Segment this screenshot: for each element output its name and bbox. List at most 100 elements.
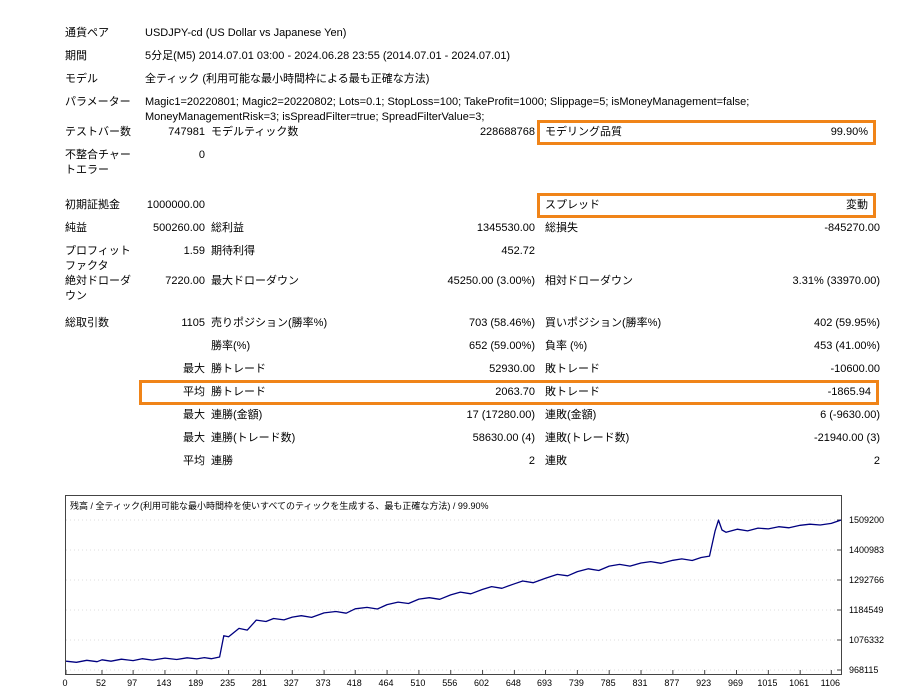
x-axis-tick-label: 693	[537, 678, 553, 688]
report-cell: 1345530.00	[476, 222, 535, 234]
report-cell: 228688768	[479, 126, 535, 138]
balance-plot: 残高 / 全ティック(利用可能な最小時間枠を使いすべてのティックを生成する、最も…	[65, 495, 842, 675]
report-cell: 最大	[183, 363, 205, 375]
report-cell: 負率 (%)	[545, 340, 588, 352]
report-cell: 全ティック (利用可能な最小時間枠による最も正確な方法)	[145, 73, 430, 85]
report-row: 最大 勝トレード 52930.00 敗トレード -10600.00	[65, 362, 903, 385]
report-row: 平均 連勝 2 連敗 2	[65, 454, 903, 477]
report-cell: 7220.00	[165, 275, 205, 287]
report-cell: 453 (41.00%)	[813, 340, 880, 352]
x-axis-tick-label: 327	[283, 678, 299, 688]
report-cell: 402 (59.95%)	[813, 317, 880, 329]
report-cell: 最大ドローダウン	[211, 275, 299, 287]
report-cell: 絶対ドローダウン	[65, 275, 131, 302]
report-cell: 500260.00	[153, 222, 205, 234]
report-cell: 初期証拠金	[65, 199, 120, 211]
x-axis-tick-label: 143	[156, 678, 172, 688]
report-cell: 1000000.00	[146, 199, 205, 211]
report-cell: 連勝(金額)	[211, 409, 263, 421]
x-axis-tick-label: 510	[410, 678, 426, 688]
report-cell: 1.59	[183, 245, 205, 257]
report-row: プロフィットファクタ 1.59 期待利得 452.72	[65, 244, 903, 274]
report-cell: モデル	[65, 73, 98, 85]
report-cell: 連敗(金額)	[545, 409, 597, 421]
x-axis-tick-label: 418	[346, 678, 362, 688]
report-cell: 連敗(トレード数)	[545, 432, 630, 444]
report-cell: 45250.00 (3.00%)	[447, 275, 535, 287]
report-cell: 452.72	[501, 245, 535, 257]
x-axis-tick-label: 1015	[757, 678, 778, 688]
x-axis-tick-label: 189	[188, 678, 204, 688]
report-cell: 総損失	[545, 222, 578, 234]
report-cell: 勝トレード	[211, 386, 266, 398]
report-cell: 買いポジション(勝率%)	[545, 317, 662, 329]
x-axis-tick-label: 785	[600, 678, 616, 688]
report-cell: 売りポジション(勝率%)	[211, 317, 328, 329]
report-cell: -1865.94	[827, 386, 871, 398]
report-row: 平均 勝トレード 2063.70 敗トレード -1865.94	[65, 380, 903, 408]
report-cell: 最大	[183, 409, 205, 421]
x-axis-tick-label: 373	[315, 678, 331, 688]
balance-chart: 残高 / 全ティック(利用可能な最小時間枠を使いすべてのティックを生成する、最も…	[62, 495, 903, 690]
report-cell: 純益	[65, 222, 87, 234]
x-axis-tick-label: 0	[62, 678, 68, 688]
report-cell: 58630.00 (4)	[472, 432, 535, 444]
report-row: モデル 全ティック (利用可能な最小時間枠による最も正確な方法)	[65, 72, 903, 95]
report-cell: 連勝(トレード数)	[211, 432, 296, 444]
highlight-box: 平均 勝トレード 2063.70 敗トレード -1865.94	[139, 380, 879, 405]
report-row: パラメーター Magic1=20220801; Magic2=20220802; …	[65, 95, 903, 125]
highlight-box: スプレッド 変動	[537, 193, 876, 218]
report-row: 不整合チャートエラー 0	[65, 148, 903, 178]
report-cell: 703 (58.46%)	[468, 317, 535, 329]
x-axis-tick-label: 877	[664, 678, 680, 688]
report-row: 通貨ペア USDJPY-cd (US Dollar vs Japanese Yen…	[65, 26, 903, 49]
x-axis-tick-label: 648	[505, 678, 521, 688]
x-axis-tick-label: 1061	[789, 678, 810, 688]
report-cell: 通貨ペア	[65, 27, 109, 39]
report-cell: 敗トレード	[545, 363, 600, 375]
report-cell: モデリング品質	[545, 126, 622, 138]
report-cell: スプレッド	[545, 199, 600, 211]
report-row: 純益 500260.00 総利益 1345530.00 総損失 -845270.00	[65, 221, 903, 244]
report-cell: 勝トレード	[211, 363, 266, 375]
report-row: 最大 連勝(金額) 17 (17280.00) 連敗(金額) 6 (-9630.00)	[65, 408, 903, 431]
y-axis-labels: 968115 1076332 1184549 1292766 1400983 150920…	[846, 496, 903, 675]
report-cell: 連勝	[211, 455, 233, 467]
y-axis-tick-label: 1509200	[849, 515, 885, 525]
report-row: テストバー数 747981 モデルティック数 228688768 モデリング品質 99.9…	[65, 120, 903, 148]
x-axis-tick-label: 969	[727, 678, 744, 688]
report-cell: 6 (-9630.00)	[820, 409, 880, 421]
report-cell: 相対ドローダウン	[545, 275, 633, 287]
report-cell: 勝率(%)	[211, 340, 251, 352]
report-cell: テストバー数	[65, 126, 131, 138]
x-axis-tick-label: 831	[632, 678, 648, 688]
report-cell: 最大	[183, 432, 205, 444]
report-cell: 52930.00	[489, 363, 535, 375]
report-cell: モデルティック数	[211, 126, 299, 138]
report-cell: 変動	[846, 199, 868, 211]
x-axis-tick-label: 281	[251, 678, 267, 688]
report-table: 通貨ペア USDJPY-cd (US Dollar vs Japanese Yen…	[0, 26, 903, 477]
report-cell: -845270.00	[824, 222, 880, 234]
report-cell: 652 (59.00%)	[468, 340, 535, 352]
report-cell: 総取引数	[65, 317, 109, 329]
report-cell: 総利益	[211, 222, 244, 234]
report-cell: -10600.00	[830, 363, 880, 375]
report-cell: 平均	[183, 455, 205, 467]
report-row: 絶対ドローダウン 7220.00 最大ドローダウン 45250.00 (3.00%) 相…	[65, 274, 903, 304]
x-axis-tick-label: 1106	[820, 678, 840, 688]
x-axis-tick-label: 235	[220, 678, 236, 688]
report-row: 期間 5分足(M5) 2014.07.01 03:00 - 2024.06.28 …	[65, 49, 903, 72]
report-cell: 99.90%	[830, 126, 868, 138]
report-row: 勝率(%) 652 (59.00%) 負率 (%) 453 (41.00%)	[65, 339, 903, 362]
highlight-box: モデリング品質 99.90%	[537, 120, 876, 145]
report-cell: 期待利得	[211, 245, 255, 257]
chart-caption: 残高 / 全ティック(利用可能な最小時間枠を使いすべてのティックを生成する、最も…	[70, 501, 489, 511]
y-axis-tick-label: 1292766	[849, 575, 885, 585]
report-cell: 2063.70	[495, 386, 535, 398]
report-cell: 不整合チャートエラー	[65, 149, 131, 176]
report-cell: 平均	[183, 386, 205, 398]
y-axis-tick-label: 1076332	[849, 635, 885, 645]
x-axis-tick-label: 464	[378, 678, 394, 688]
